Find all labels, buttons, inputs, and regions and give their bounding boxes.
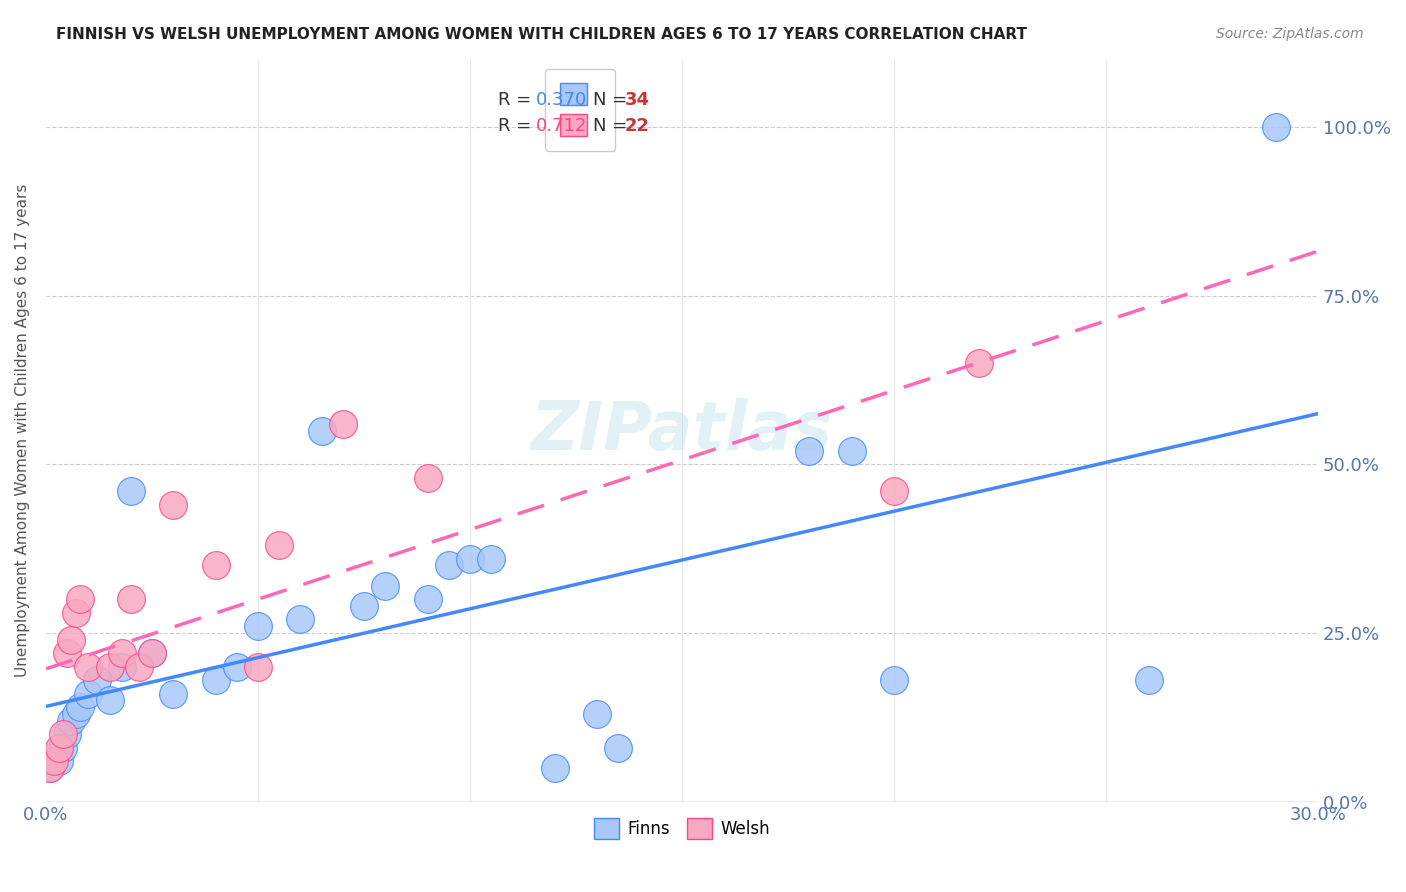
Point — [44, 754, 66, 768]
Point — [60, 632, 83, 647]
Point — [607, 740, 630, 755]
Text: R =: R = — [498, 91, 531, 110]
Text: 0.370: 0.370 — [536, 91, 588, 110]
Point — [544, 761, 567, 775]
Point — [69, 592, 91, 607]
Point — [883, 673, 905, 688]
Point — [120, 484, 142, 499]
Point — [65, 606, 87, 620]
Point — [311, 424, 333, 438]
Point — [416, 471, 439, 485]
Point — [141, 646, 163, 660]
Point — [69, 700, 91, 714]
Point — [52, 740, 75, 755]
Point — [60, 714, 83, 728]
Text: FINNISH VS WELSH UNEMPLOYMENT AMONG WOMEN WITH CHILDREN AGES 6 TO 17 YEARS CORRE: FINNISH VS WELSH UNEMPLOYMENT AMONG WOME… — [56, 27, 1028, 42]
Point — [1137, 673, 1160, 688]
Point — [98, 659, 121, 673]
Point — [246, 619, 269, 633]
Point — [374, 579, 396, 593]
Point — [56, 727, 79, 741]
Point — [458, 551, 481, 566]
Point — [269, 538, 291, 552]
Point — [111, 646, 134, 660]
Point — [77, 659, 100, 673]
Text: 34: 34 — [624, 91, 650, 110]
Point — [44, 747, 66, 762]
Point — [52, 727, 75, 741]
Point — [204, 558, 226, 573]
Text: N =: N = — [593, 118, 627, 136]
Point — [39, 761, 62, 775]
Point — [841, 443, 863, 458]
Point — [353, 599, 375, 613]
Text: ZIPatlas: ZIPatlas — [531, 398, 834, 464]
Point — [437, 558, 460, 573]
Point — [98, 693, 121, 707]
Y-axis label: Unemployment Among Women with Children Ages 6 to 17 years: Unemployment Among Women with Children A… — [15, 184, 30, 677]
Point — [120, 592, 142, 607]
Point — [246, 659, 269, 673]
Point — [204, 673, 226, 688]
Point — [479, 551, 502, 566]
Point — [39, 761, 62, 775]
Point — [332, 417, 354, 431]
Legend: Finns, Welsh: Finns, Welsh — [588, 812, 776, 846]
Point — [141, 646, 163, 660]
Point — [86, 673, 108, 688]
Point — [56, 646, 79, 660]
Text: 0.712: 0.712 — [536, 118, 588, 136]
Point — [799, 443, 821, 458]
Text: Source: ZipAtlas.com: Source: ZipAtlas.com — [1216, 27, 1364, 41]
Text: N =: N = — [593, 91, 627, 110]
Point — [162, 687, 184, 701]
Point — [290, 612, 312, 626]
Point — [128, 659, 150, 673]
Point — [967, 356, 990, 370]
Point — [586, 706, 609, 721]
Point — [416, 592, 439, 607]
Point — [77, 687, 100, 701]
Point — [883, 484, 905, 499]
Text: R =: R = — [498, 118, 531, 136]
Point — [111, 659, 134, 673]
Point — [1264, 120, 1286, 134]
Point — [225, 659, 247, 673]
Point — [48, 754, 70, 768]
Point — [162, 498, 184, 512]
Point — [48, 740, 70, 755]
Point — [65, 706, 87, 721]
Text: 22: 22 — [624, 118, 650, 136]
